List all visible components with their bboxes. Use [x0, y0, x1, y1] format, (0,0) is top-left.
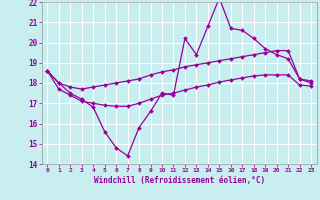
X-axis label: Windchill (Refroidissement éolien,°C): Windchill (Refroidissement éolien,°C): [94, 176, 265, 185]
